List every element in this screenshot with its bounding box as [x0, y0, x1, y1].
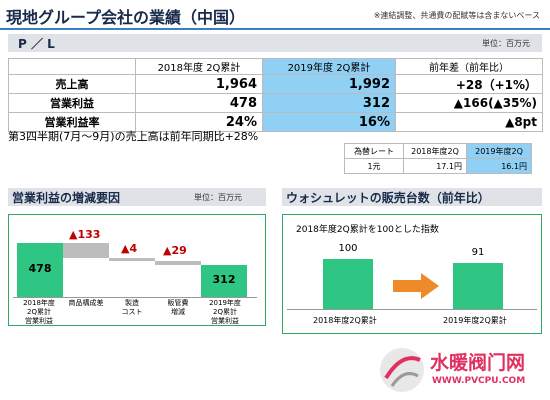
fx-unit: 1元 — [344, 158, 404, 174]
fx-header-label: 為替レート — [344, 143, 404, 159]
fx-header-row: 為替レート 2018年度2Q 2019年度2Q — [344, 143, 532, 159]
sales-2018: 1,964 — [135, 74, 263, 94]
pl-header-2018: 2018年度 2Q累計 — [135, 58, 263, 75]
profit-factors-title: 営業利益の増減要因 — [12, 191, 121, 205]
fx-2018-rate: 17.1円 — [403, 158, 467, 174]
fx-rate-table: 為替レート 2018年度2Q 2019年度2Q 1元 17.1円 16.1円 — [344, 143, 532, 174]
pl-table: 2018年度 2Q累計 2019年度 2Q累計 前年差（前年比） 売上高 1,9… — [8, 58, 543, 132]
washlet-index-chart: 100 91 2018年度2Q累計 2019年度2Q累計 — [282, 214, 542, 334]
page-title: 現地グループ会社の業績（中国） — [6, 8, 246, 27]
sales-2019: 1,992 — [262, 74, 396, 94]
fx-2019-rate: 16.1円 — [466, 158, 532, 174]
delta-product-mix: ▲133 — [69, 228, 101, 241]
profit-factors-unit: 単位：百万元 — [194, 193, 242, 202]
cat-sga: 販管費 増減 — [167, 299, 189, 316]
delta-sga: ▲29 — [163, 244, 187, 257]
profit-factors-bar: 営業利益の増減要因 単位：百万元 — [8, 188, 266, 206]
bar-manufacturing-cost — [109, 258, 155, 261]
value-2019-index: 91 — [471, 247, 485, 258]
fx-value-row: 1元 17.1円 16.1円 — [344, 158, 532, 174]
sales-diff: +28（+1%） — [395, 74, 543, 94]
cat-2019-profit: 2019年度 2Q累計 営業利益 — [209, 299, 241, 325]
table-row: 売上高 1,964 1,992 +28（+1%） — [8, 74, 543, 94]
header-divider — [0, 28, 550, 30]
pl-unit: 単位：百万元 — [482, 39, 530, 48]
delta-manufacturing-cost: ▲4 — [121, 242, 138, 255]
fx-header-2018: 2018年度2Q — [403, 143, 467, 159]
cat-2018-profit: 2018年度 2Q累計 営業利益 — [23, 299, 55, 325]
cat-2019-index: 2019年度2Q累計 — [443, 316, 507, 325]
cat-manufacturing-cost: 製造 コスト — [121, 299, 143, 316]
bar-product-mix — [63, 243, 109, 258]
watermark-text: 水暖阀门网 — [430, 352, 526, 374]
op-profit-2018: 478 — [135, 93, 263, 113]
cat-2018-index: 2018年度2Q累計 — [313, 316, 377, 325]
q3-sales-note: 第3四半期(7月～9月)の売上高は前年同期比+28% — [8, 130, 259, 143]
table-row: 営業利益 478 312 ▲166(▲35%) — [8, 93, 543, 113]
index-caption: 2018年度2Q累計を100とした指数 — [296, 225, 439, 235]
washlet-sales-bar: ウォシュレットの販売台数（前年比） — [282, 188, 542, 206]
row-label-op-profit: 営業利益 — [8, 93, 136, 113]
header-note: ※連結調整、共通費の配賦等は含まないベース — [373, 11, 540, 20]
value-2018-index: 100 — [338, 243, 358, 254]
row-label-op-margin: 営業利益率 — [8, 112, 136, 132]
increase-arrow-icon — [393, 273, 439, 299]
bar-2019-index — [453, 263, 503, 309]
watermark-url: WWW.PVCPU.COM — [432, 376, 526, 386]
pl-section-bar: P ／ L 単位：百万元 — [8, 34, 542, 52]
watermark-logo — [380, 348, 424, 392]
index-baseline — [287, 309, 537, 310]
pl-table-header: 2018年度 2Q累計 2019年度 2Q累計 前年差（前年比） — [8, 58, 543, 75]
waterfall-baseline — [13, 297, 257, 298]
op-profit-2019: 312 — [262, 93, 396, 113]
row-label-sales: 売上高 — [8, 74, 136, 94]
bar-2019-profit — [201, 265, 247, 297]
op-profit-diff: ▲166(▲35%) — [395, 93, 543, 113]
value-2018-profit: 478 — [28, 262, 52, 275]
bar-2018-index — [323, 259, 373, 309]
fx-header-2019: 2019年度2Q — [466, 143, 532, 159]
op-margin-2019: 16% — [262, 112, 396, 132]
pl-header-2019: 2019年度 2Q累計 — [262, 58, 396, 75]
value-2019-profit: 312 — [212, 273, 236, 286]
profit-waterfall-chart: 478 ▲133 ▲4 ▲29 312 2018年度 2Q累計 営業利益 商品構… — [8, 214, 266, 326]
pl-label: P ／ L — [18, 37, 55, 51]
bar-sga — [155, 261, 201, 265]
washlet-sales-title: ウォシュレットの販売台数（前年比） — [286, 191, 490, 205]
pl-header-blank — [8, 58, 136, 75]
bar-2018-profit — [17, 243, 63, 297]
cat-product-mix: 商品構成差 — [68, 299, 104, 307]
pl-header-diff: 前年差（前年比） — [395, 58, 543, 75]
table-row: 営業利益率 24% 16% ▲8pt — [8, 112, 543, 132]
op-margin-diff: ▲8pt — [395, 112, 543, 132]
